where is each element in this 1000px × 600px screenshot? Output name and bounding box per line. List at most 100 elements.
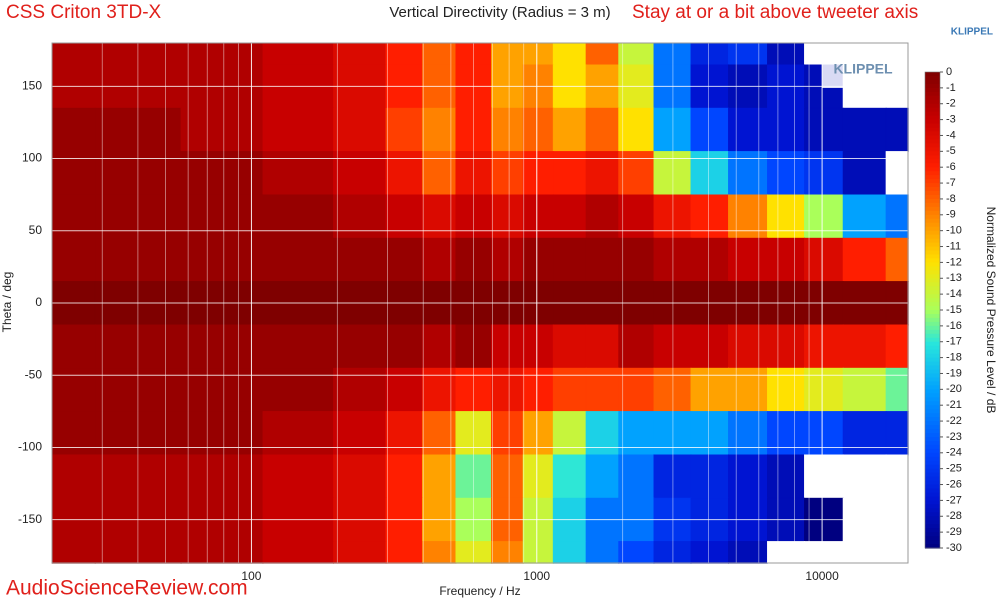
contour-cell [180, 367, 264, 413]
colorbar-segment [925, 488, 940, 494]
contour-cell [653, 454, 692, 499]
contour-cell [51, 194, 96, 239]
logo-box [822, 48, 904, 88]
contour-cell [491, 541, 524, 564]
y-tick-label: 150 [22, 79, 42, 93]
colorbar-segment [925, 282, 940, 287]
contour-cell [333, 411, 387, 456]
contour-cell [728, 411, 768, 456]
colorbar-tick-label: -15 [946, 304, 962, 316]
colorbar-segment [925, 456, 940, 462]
colorbar-segment [925, 159, 940, 164]
contour-cell [728, 324, 768, 369]
contour-cell [767, 237, 805, 283]
contour-cell [180, 194, 264, 239]
colorbar-segment [925, 405, 940, 410]
colorbar-segment [925, 417, 940, 422]
contour-cell [491, 151, 524, 196]
contour-cell [653, 367, 692, 413]
colorbar-segment [925, 254, 940, 260]
colorbar-segment [925, 464, 940, 470]
colorbar-segment [925, 357, 940, 363]
contour-cell [522, 454, 554, 499]
contour-cell [842, 237, 887, 283]
colorbar-segment [925, 317, 940, 323]
contour-cell [690, 411, 729, 456]
colorbar-tick-label: -12 [946, 256, 962, 268]
contour-cell [522, 324, 554, 369]
contour-cell [552, 194, 587, 239]
colorbar-segment [925, 397, 940, 402]
contour-cell [51, 411, 96, 456]
colorbar-tick-label: -2 [946, 98, 956, 110]
contour-cell [385, 541, 423, 564]
contour-cell [618, 324, 655, 369]
contour-cell [842, 411, 887, 456]
contour-cell [804, 151, 844, 196]
y-tick-label: -50 [25, 367, 43, 381]
colorbar-segment [925, 504, 940, 509]
contour-cell [728, 367, 768, 413]
contour-cell [885, 194, 909, 239]
colorbar-segment [925, 163, 940, 168]
colorbar-segment [925, 532, 940, 537]
contour-cell [385, 194, 423, 239]
contour-cell [180, 454, 264, 499]
contour-cell [333, 454, 387, 499]
colorbar-tick-label: -4 [946, 129, 956, 141]
colorbar-segment [925, 230, 940, 236]
contour-cell [333, 151, 387, 196]
contour-cell [690, 237, 729, 283]
colorbar-tick-label: -10 [946, 225, 962, 237]
contour-cell [585, 541, 620, 564]
colorbar-segment [925, 345, 940, 351]
contour-cell [767, 151, 805, 196]
contour-cell [552, 107, 587, 153]
colorbar-tick-label: -18 [946, 352, 962, 364]
colorbar-segment [925, 226, 940, 232]
contour-cell [804, 194, 844, 239]
colorbar-tick-label: -5 [946, 145, 956, 157]
contour-cell [767, 541, 805, 564]
contour-cell [51, 324, 96, 369]
contour-cell [385, 367, 423, 413]
contour-cell [618, 42, 655, 66]
colorbar-segment [925, 329, 940, 335]
colorbar-segment [925, 536, 940, 541]
x-tick-label: 1000 [523, 569, 550, 583]
contour-cell [728, 151, 768, 196]
colorbar-segment [925, 135, 940, 141]
contour-cell [690, 324, 729, 369]
colorbar-tick-label: 0 [946, 66, 952, 78]
contour-cell [653, 194, 692, 239]
contour-cell [690, 107, 729, 153]
x-tick-label: 100 [241, 569, 261, 583]
contour-cell [804, 367, 844, 413]
colorbar-segment [925, 75, 940, 81]
contour-cell [885, 454, 909, 499]
contour-cell [885, 237, 909, 283]
colorbar-tick-label: -24 [946, 447, 962, 459]
colorbar-tick-label: -19 [946, 367, 962, 379]
colorbar-segment [925, 258, 940, 263]
colorbar-segment [925, 440, 940, 446]
contour-cell [385, 454, 423, 499]
contour-cell [180, 324, 264, 369]
contour-cell [491, 107, 524, 153]
colorbar-segment [925, 179, 940, 184]
contour-cell [491, 367, 524, 413]
colorbar-segment [925, 484, 940, 490]
contour-cell [842, 324, 887, 369]
colorbar-segment [925, 246, 940, 252]
colorbar-segment [925, 143, 940, 148]
contour-cell [522, 194, 554, 239]
colorbar-segment [925, 381, 940, 386]
colorbar-segment [925, 389, 940, 394]
colorbar-tick-label: -7 [946, 177, 956, 189]
contour-cell [333, 42, 387, 66]
y-tick-label: 100 [22, 151, 42, 165]
contour-cell [262, 194, 335, 239]
colorbar-segment [925, 167, 940, 172]
contour-cell [522, 367, 554, 413]
contour-cell [51, 454, 96, 499]
